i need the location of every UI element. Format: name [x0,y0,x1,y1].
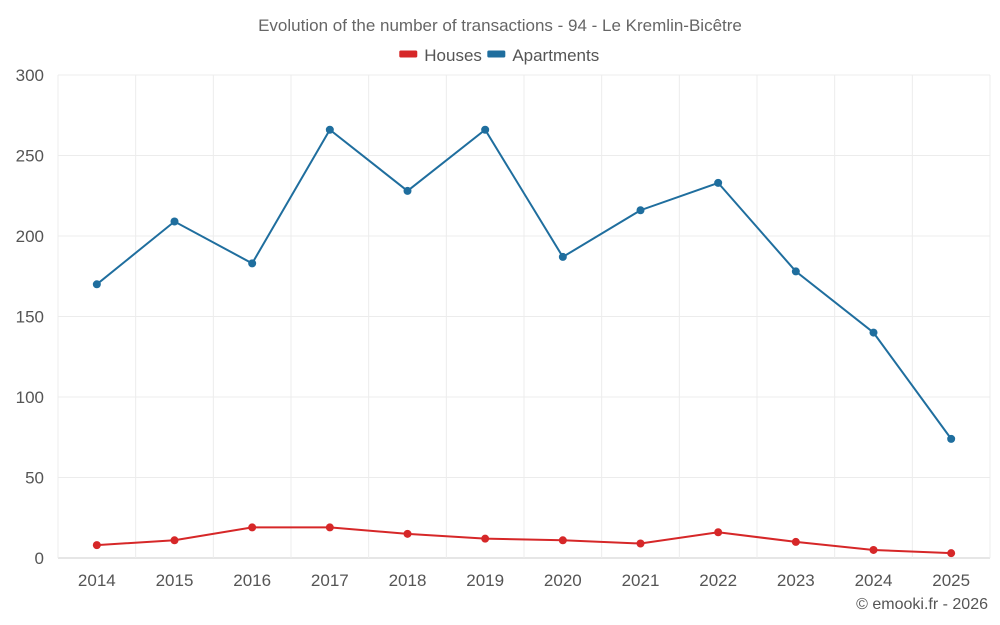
data-point-apartments[interactable] [248,259,257,268]
x-tick-label: 2023 [777,571,815,590]
series-line-houses [96,526,952,555]
grid [57,74,991,559]
y-tick-label: 100 [16,388,44,407]
series [92,125,956,558]
data-point-houses[interactable] [869,545,878,554]
y-axis: 0 50 100 150 200 250 300 [16,66,44,568]
legend: Houses Apartments [399,46,599,65]
data-point-houses[interactable] [248,523,257,532]
data-point-apartments[interactable] [947,434,956,443]
x-tick-label: 2016 [233,571,271,590]
data-point-apartments[interactable] [558,252,567,261]
x-axis: 2014 2015 2016 2017 2018 2019 2020 2021 2022 2023… [78,571,970,590]
x-tick-label: 2014 [78,571,116,590]
x-tick-label: 2015 [156,571,194,590]
y-tick-label: 50 [25,469,44,488]
x-tick-label: 2020 [544,571,582,590]
x-tick-label: 2018 [389,571,427,590]
data-point-houses[interactable] [170,536,179,545]
data-point-houses[interactable] [947,549,956,558]
data-point-apartments[interactable] [481,125,490,134]
data-point-apartments[interactable] [170,217,179,226]
y-tick-label: 150 [16,308,44,327]
data-point-apartments[interactable] [325,125,334,134]
legend-swatch-apartments [487,50,506,58]
y-tick-label: 200 [16,227,44,246]
data-point-houses[interactable] [92,541,101,550]
data-point-apartments[interactable] [636,206,645,215]
data-point-apartments[interactable] [92,280,101,289]
data-point-apartments[interactable] [403,186,412,195]
data-point-apartments[interactable] [791,267,800,276]
y-tick-label: 250 [16,147,44,166]
y-tick-label: 300 [16,66,44,85]
y-tick-label: 0 [35,549,44,568]
data-point-houses[interactable] [403,529,412,538]
x-tick-label: 2024 [855,571,893,590]
legend-label-houses[interactable]: Houses [424,46,482,65]
series-line-apartments [96,128,952,440]
data-point-apartments[interactable] [714,178,723,187]
x-tick-label: 2021 [622,571,660,590]
x-tick-label: 2017 [311,571,349,590]
x-tick-label: 2019 [466,571,504,590]
data-point-houses[interactable] [558,536,567,545]
data-point-houses[interactable] [325,523,334,532]
data-point-houses[interactable] [791,537,800,546]
data-point-houses[interactable] [636,539,645,548]
chart-title: Evolution of the number of transactions … [258,16,742,35]
legend-label-apartments[interactable]: Apartments [512,46,599,65]
data-point-houses[interactable] [714,528,723,537]
x-tick-label: 2022 [699,571,737,590]
data-point-houses[interactable] [481,534,490,543]
x-tick-label: 2025 [932,571,970,590]
legend-swatch-houses [399,50,418,58]
credit-text: © emooki.fr - 2026 [856,596,988,613]
data-point-apartments[interactable] [869,328,878,337]
